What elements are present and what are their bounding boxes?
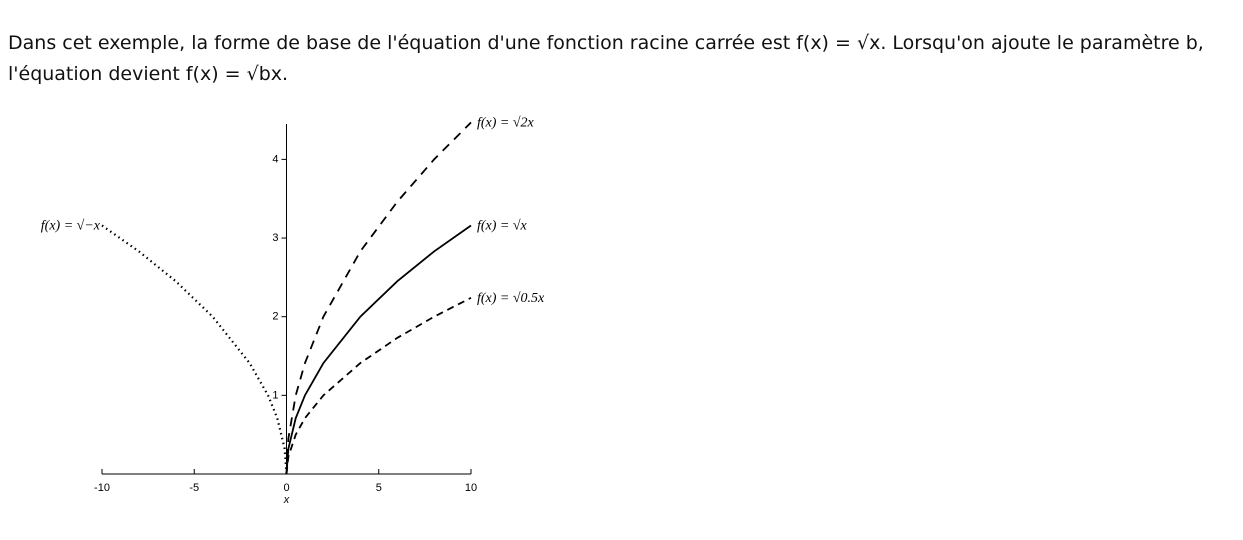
series-label: f(x) = √0.5x xyxy=(477,291,545,306)
y-tick-label: 4 xyxy=(272,153,278,165)
series-line xyxy=(285,224,472,475)
x-tick-label: 0 xyxy=(283,482,289,494)
x-tick-label: 10 xyxy=(465,482,477,494)
series-label: f(x) = √2x xyxy=(477,116,535,131)
series-line xyxy=(101,224,288,475)
y-tick-label: 2 xyxy=(272,311,278,323)
y-tick-label: 3 xyxy=(272,232,278,244)
series-line xyxy=(285,297,472,475)
series-line xyxy=(285,121,472,475)
intro-text: Dans cet exemple, la forme de base de l'… xyxy=(8,32,1204,85)
series-label: f(x) = √−x xyxy=(41,219,101,234)
x-tick-label: 5 xyxy=(376,482,382,494)
series-label: f(x) = √x xyxy=(477,219,528,234)
x-tick-label: -5 xyxy=(189,482,199,494)
x-tick-label: -10 xyxy=(94,482,110,494)
y-tick-label: 1 xyxy=(272,389,278,401)
x-axis-label: x xyxy=(283,494,290,506)
